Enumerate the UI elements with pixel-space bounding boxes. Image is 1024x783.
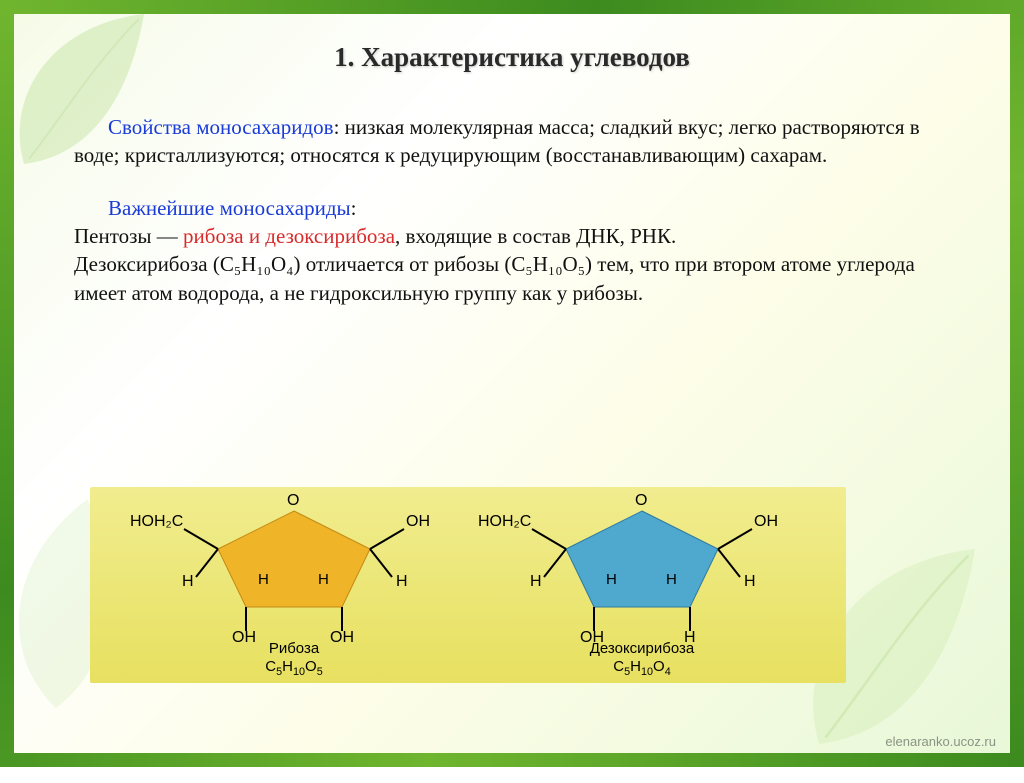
label-h-r: H xyxy=(396,573,408,591)
ribose-name: Рибоза xyxy=(144,640,444,657)
deoxy-formula: C5H10O4 xyxy=(492,658,792,678)
label-h-l: H xyxy=(182,573,194,591)
ribose-structure xyxy=(144,493,444,648)
pentose-suffix: , входящие в состав ДНК, РНК. xyxy=(395,224,676,248)
label-h-il: H xyxy=(606,571,617,588)
label-hoh2c: HOH₂C xyxy=(478,513,531,531)
lead-properties: Свойства моносахаридов xyxy=(108,115,334,139)
lead-mono: Важнейшие моносахариды xyxy=(108,196,351,220)
label-h-ir: H xyxy=(666,571,677,588)
paragraph-properties: Свойства моносахаридов: низкая молекуляр… xyxy=(74,113,950,170)
deoxy-explain: Дезоксирибоза (C₅H₁₀O₄) отличается от ри… xyxy=(74,250,950,307)
watermark: elenaranko.ucoz.ru xyxy=(885,734,996,749)
label-h-ir: H xyxy=(318,571,329,588)
label-h-l: H xyxy=(530,573,542,591)
deoxy-caption: Дезоксирибоза C5H10O4 xyxy=(492,640,792,678)
label-o: O xyxy=(635,492,647,510)
ribose-caption: Рибоза C5H10O5 xyxy=(144,640,444,678)
slide-frame: 1. Характеристика углеводов Свойства мон… xyxy=(0,0,1024,767)
deoxy-structure xyxy=(492,493,792,648)
label-hoh2c: HOH₂C xyxy=(130,513,183,531)
content-area: 1. Характеристика углеводов Свойства мон… xyxy=(14,14,1010,307)
molecule-ribose: O HOH₂C OH H H H H OH OH Рибоза C5H10O5 xyxy=(144,493,444,678)
molecule-deoxyribose: O HOH₂C OH H H H H OH H Дезоксирибоза C5… xyxy=(492,493,792,678)
label-oh-tr: OH xyxy=(406,513,430,531)
label-o: O xyxy=(287,492,299,510)
ribose-formula: C5H10O5 xyxy=(144,658,444,678)
pentose-prefix: Пентозы — xyxy=(74,224,183,248)
slide-title: 1. Характеристика углеводов xyxy=(74,42,950,73)
paragraph-monosaccharides: Важнейшие моносахариды: Пентозы — рибоза… xyxy=(74,194,950,307)
label-h-r: H xyxy=(744,573,756,591)
label-oh-tr: OH xyxy=(754,513,778,531)
molecule-diagram-band: O HOH₂C OH H H H H OH OH Рибоза C5H10O5 xyxy=(90,487,846,683)
deoxy-name: Дезоксирибоза xyxy=(492,640,792,657)
pentose-names: рибоза и дезоксирибоза xyxy=(183,224,395,248)
label-h-il: H xyxy=(258,571,269,588)
